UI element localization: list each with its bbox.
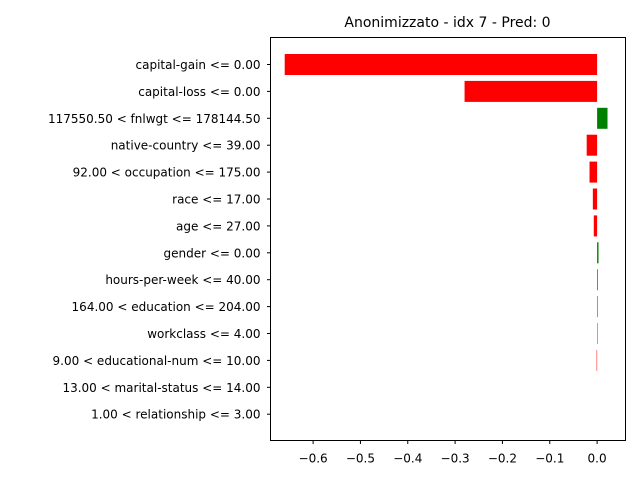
y-axis-ticks: capital-gain <= 0.00 capital-loss <= 0.00… (48, 58, 271, 422)
bars-layer (284, 54, 608, 371)
bar (597, 107, 608, 129)
bar (597, 296, 598, 318)
x-tick-label: −0.3 (441, 452, 470, 466)
bar (284, 54, 598, 75)
y-tick-label: hours-per-week <= 40.00 (105, 273, 260, 287)
y-tick-label: 9.00 < educational-num <= 10.00 (53, 354, 261, 368)
y-tick-label: capital-loss <= 0.00 (138, 85, 260, 99)
y-tick-label: race <= 17.00 (172, 193, 260, 207)
bar (593, 215, 598, 237)
y-tick-label: capital-gain <= 0.00 (136, 58, 261, 72)
y-tick-label: 92.00 < occupation <= 175.00 (73, 166, 261, 180)
x-tick-label: −0.4 (393, 452, 422, 466)
y-tick-label: 164.00 < education <= 204.00 (72, 300, 261, 314)
x-tick-label: −0.5 (346, 452, 375, 466)
bar (592, 188, 598, 210)
y-tick-label: 117550.50 < fnlwgt <= 178144.50 (48, 112, 261, 126)
bar (589, 161, 598, 183)
chart-title: Anonimizzato - idx 7 - Pred: 0 (344, 15, 550, 31)
y-tick-label: age <= 27.00 (176, 219, 260, 233)
x-axis-ticks: −0.6 −0.5 −0.4 −0.3 −0.2 −0.1 0.0 (299, 440, 607, 466)
bar (597, 269, 598, 291)
y-tick-label: 13.00 < marital-status <= 14.00 (62, 381, 260, 395)
bar (597, 242, 599, 264)
x-tick-label: −0.2 (488, 452, 517, 466)
y-tick-label: 1.00 < relationship <= 3.00 (91, 408, 260, 422)
y-tick-label: native-country <= 39.00 (111, 139, 261, 153)
bar (586, 134, 598, 156)
y-tick-label: gender <= 0.00 (164, 246, 261, 260)
x-tick-label: −0.6 (299, 452, 328, 466)
x-tick-label: 0.0 (588, 452, 607, 466)
bar (464, 80, 598, 102)
plot-frame (270, 37, 626, 441)
x-tick-label: −0.1 (535, 452, 564, 466)
y-tick-label: workclass <= 4.00 (147, 327, 260, 341)
